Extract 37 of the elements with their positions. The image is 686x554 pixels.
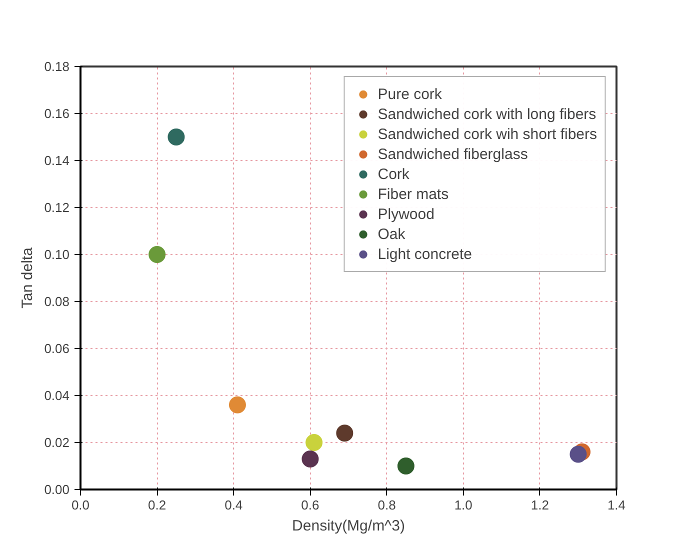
point bbox=[148, 246, 166, 263]
y-tick-label: 0.02 bbox=[44, 435, 70, 450]
x-tick-label: 1.4 bbox=[607, 498, 626, 512]
legend-label: Pure cork bbox=[378, 85, 442, 103]
x-tick-label: 0.2 bbox=[148, 498, 166, 512]
point bbox=[306, 434, 323, 451]
x-axis-title: Density(Mg/m^3) bbox=[292, 518, 405, 534]
point bbox=[397, 458, 414, 474]
point bbox=[168, 128, 185, 146]
text: 0.0 bbox=[71, 498, 90, 512]
legend-label: Oak bbox=[378, 225, 406, 243]
point bbox=[336, 424, 354, 442]
legend-label: Cork bbox=[378, 165, 410, 183]
legend-label: Light concrete bbox=[378, 245, 472, 263]
y-tick-label: 0.18 bbox=[44, 59, 70, 74]
legend-label: Plywood bbox=[378, 205, 434, 223]
y-tick-label: 0.14 bbox=[44, 153, 70, 168]
y-axis-title: Tan delta bbox=[19, 246, 36, 308]
point bbox=[570, 446, 587, 463]
x-tick-label: 1.2 bbox=[530, 498, 549, 512]
point bbox=[302, 450, 319, 468]
legend-label: Sandwiched fiberglass bbox=[378, 145, 528, 163]
x-tick-label: 0.4 bbox=[224, 498, 243, 512]
x-tick-label: 0.6 bbox=[301, 498, 320, 512]
y-tick-label: 0.06 bbox=[44, 341, 70, 356]
y-tick-label: 0.08 bbox=[44, 294, 70, 309]
legend-label: Fiber mats bbox=[378, 185, 449, 203]
y-tick-label: 0.12 bbox=[44, 200, 70, 215]
legend-label: Sandwiched cork with long fibers bbox=[378, 105, 596, 123]
text: 1.0 bbox=[454, 498, 472, 512]
legend-label: Sandwiched cork wih short fibers bbox=[378, 125, 597, 143]
y-tick-label: 0.04 bbox=[44, 388, 70, 403]
text: 0.00 bbox=[44, 482, 70, 497]
y-tick-label: 0.16 bbox=[44, 106, 70, 121]
x-tick-label: 0.8 bbox=[378, 498, 396, 512]
text: 0.10 bbox=[44, 247, 70, 262]
point bbox=[228, 396, 246, 414]
